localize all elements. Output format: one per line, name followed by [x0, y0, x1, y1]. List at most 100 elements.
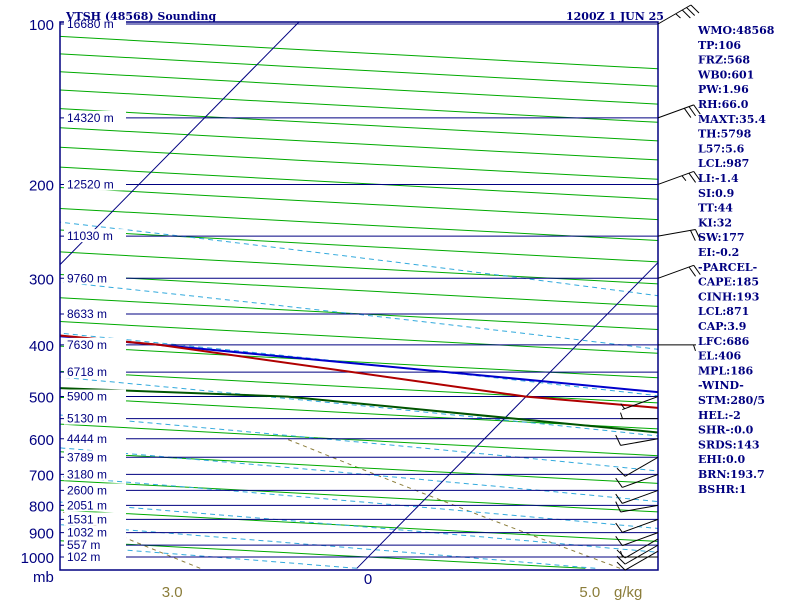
- wind-barb-full: [615, 434, 622, 446]
- wind-barb-half: [675, 13, 681, 19]
- index-line: BRN:193.7: [698, 468, 765, 481]
- wind-barb-half: [620, 412, 623, 419]
- plot-background: [60, 22, 658, 570]
- wind-barb-full: [686, 7, 696, 16]
- height-label-bg: [64, 498, 126, 512]
- index-line: PW:1.96: [698, 83, 749, 96]
- mixing-ratio-line: [60, 510, 201, 569]
- temperature-trace: [60, 334, 658, 409]
- wind-barb-full: [688, 106, 696, 117]
- index-line: LCL:871: [698, 305, 749, 318]
- wind-barb: [615, 518, 659, 533]
- height-label: 8633 m: [67, 307, 107, 321]
- wind-barb-half: [693, 344, 696, 352]
- pressure-tick-label: 400: [29, 338, 54, 355]
- height-label: 11030 m: [67, 229, 113, 243]
- pressure-tick-label: 100: [29, 17, 54, 34]
- isotherm: [60, 22, 300, 266]
- wind-barb-full: [683, 107, 692, 118]
- wind-barb: [615, 501, 659, 513]
- wind-barb-full: [616, 549, 626, 559]
- dry-adiabat: [60, 229, 658, 263]
- wind-barb-shaft: [657, 4, 692, 25]
- wind-barb-full: [688, 172, 696, 183]
- height-label: 2600 m: [67, 483, 107, 497]
- height-label-bg: [64, 431, 126, 445]
- wind-barb-full: [615, 522, 623, 533]
- wind-barb-shaft: [624, 544, 659, 565]
- wind-barb: [615, 434, 659, 446]
- wind-barb-shaft: [622, 518, 659, 533]
- wind-barb: [620, 396, 659, 411]
- index-line: TT:44: [698, 202, 733, 215]
- height-label-bg: [64, 177, 126, 191]
- wind-barb-full: [615, 477, 623, 488]
- wind-barb: [658, 344, 696, 352]
- index-line: -PARCEL-: [698, 261, 757, 274]
- isotherm: [356, 261, 658, 569]
- index-line: SRDS:143: [698, 438, 760, 451]
- index-line: CINH:193: [698, 290, 759, 303]
- height-label: 5130 m: [67, 412, 107, 426]
- height-label-bg: [64, 467, 126, 481]
- station-title: VTSH (48568) Sounding: [65, 10, 217, 23]
- wind-barb-full: [616, 467, 626, 477]
- height-label-bg: [64, 365, 126, 379]
- height-label-bg: [64, 450, 126, 464]
- pressure-unit-label: mb: [33, 569, 54, 586]
- height-label: 4444 m: [67, 432, 107, 446]
- index-line: CAPE:185: [698, 276, 759, 289]
- wind-barb: [657, 264, 701, 279]
- index-line: SI:0.9: [698, 187, 734, 200]
- observation-time: 1200Z 1 JUN 25: [566, 10, 664, 23]
- wind-barb: [616, 538, 659, 559]
- index-line: TP:106: [698, 39, 741, 52]
- pressure-tick-label: 1000: [21, 550, 54, 567]
- wind-barb-shaft: [622, 489, 659, 504]
- index-line: MAXT:35.4: [698, 113, 766, 126]
- pressure-tick-label: 600: [29, 432, 54, 449]
- height-label: 3180 m: [67, 467, 107, 481]
- temperature-tick-label: 0: [364, 571, 372, 588]
- wind-barb-half: [620, 403, 626, 410]
- wind-barb-full: [694, 229, 701, 241]
- index-line: WMO:48568: [697, 24, 775, 37]
- height-label-bg: [64, 110, 126, 124]
- wind-barb-shaft: [622, 396, 659, 411]
- wind-barb-shaft: [657, 229, 696, 237]
- wind-barb-full: [693, 171, 701, 182]
- frame-border: [59, 21, 659, 571]
- index-line: CAP:3.9: [698, 320, 746, 333]
- height-label-bg: [64, 17, 126, 30]
- index-line: L57:5.6: [698, 142, 745, 155]
- height-label: 5900 m: [67, 390, 107, 404]
- wind-barb-shaft: [657, 264, 694, 279]
- height-labels: 16680 m 14320 m 12520 m 11030 m 9760 m 8633 m…: [64, 17, 126, 564]
- height-label-bg: [64, 271, 126, 285]
- height-label-bg: [64, 512, 126, 526]
- mixing-ratio-label: 3.0: [162, 584, 183, 600]
- wind-barb: [616, 544, 659, 565]
- wind-barb-full: [688, 266, 696, 277]
- wind-barb-full: [615, 536, 623, 546]
- wind-barb-full: [616, 561, 626, 571]
- height-label-bg: [64, 483, 126, 497]
- wind-barb: [657, 229, 701, 241]
- pressure-tick-label: 800: [29, 498, 54, 515]
- pressure-tick-label: 900: [29, 526, 54, 543]
- index-line: LI:-1.4: [698, 172, 739, 185]
- height-label-bg: [64, 538, 126, 552]
- dry-adiabat: [60, 423, 658, 457]
- wind-barb: [615, 532, 659, 547]
- height-label: 12520 m: [67, 177, 114, 191]
- wind-barb: [615, 489, 659, 504]
- mixing-ratio-line: [285, 438, 621, 569]
- height-label-bg: [64, 229, 126, 243]
- index-line: TH:5798: [698, 128, 752, 141]
- wind-barb-shaft: [620, 504, 659, 513]
- index-line: FRZ:568: [698, 54, 750, 67]
- height-label: 1032 m: [67, 526, 107, 540]
- height-label-bg: [64, 337, 126, 351]
- wind-barb-shaft: [657, 104, 694, 119]
